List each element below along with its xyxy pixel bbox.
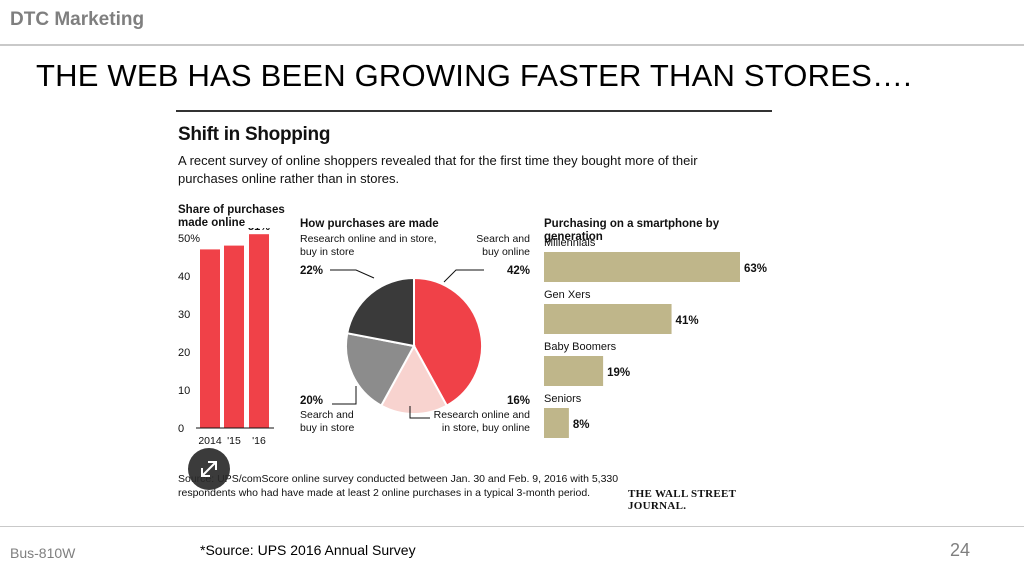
bar-16 bbox=[249, 234, 269, 428]
footer-divider bbox=[0, 526, 1024, 527]
source-note: Source: UPS/comScore online survey condu… bbox=[178, 473, 619, 499]
page-number: 24 bbox=[950, 540, 971, 560]
pie-slice-label: Research online and in store, buy in stor… bbox=[300, 234, 437, 258]
bar-chart-title: Share of purchases made online bbox=[178, 204, 285, 229]
leader-line bbox=[443, 269, 484, 283]
expand-icon bbox=[201, 461, 217, 477]
leader-line bbox=[330, 269, 375, 279]
slide-title: THE WEB HAS BEEN GROWING FASTER THAN STO… bbox=[36, 58, 912, 93]
y-tick-label: 50% bbox=[178, 233, 200, 245]
hbar-category-label: Millennials bbox=[544, 237, 596, 249]
hbar-seniors bbox=[544, 408, 569, 438]
infographic-title: Shift in Shopping bbox=[178, 124, 331, 145]
y-tick-label: 30 bbox=[178, 309, 190, 321]
pie-slice bbox=[346, 276, 415, 348]
hbar-data-label: 63% bbox=[744, 263, 767, 275]
purchase-method-pie-chart: Search and buy online 42% 16% Research onlin… bbox=[300, 234, 530, 434]
hbar-millennials bbox=[544, 252, 740, 282]
expand-image-button[interactable] bbox=[188, 448, 230, 490]
x-tick-label: 2014 bbox=[198, 435, 222, 447]
pie-chart-title: How purchases are made bbox=[300, 218, 439, 230]
footer-source: *Source: UPS 2016 Annual Survey bbox=[200, 542, 416, 558]
pie-slice-label: Search and buy in store bbox=[300, 409, 354, 434]
hbar-data-label: 41% bbox=[676, 315, 699, 327]
infographic: Shift in Shopping A recent survey of onl… bbox=[176, 110, 772, 512]
hbar-gen-xers bbox=[544, 304, 672, 334]
hbar-data-label: 19% bbox=[607, 367, 630, 379]
pie-slice-label: Research online and in store, buy online bbox=[434, 409, 530, 434]
x-tick-label: '16 bbox=[252, 435, 266, 447]
smartphone-generation-bar-chart: Millennials 63% Gen Xers 41% Baby Boomers 19%… bbox=[544, 237, 767, 438]
hbar-category-label: Baby Boomers bbox=[544, 341, 617, 353]
infographic-top-rule bbox=[176, 110, 772, 112]
pie-slice-label: Search and buy online bbox=[476, 234, 530, 258]
pie-value-label: 42% bbox=[507, 265, 530, 277]
pie-value-label: 20% bbox=[300, 395, 323, 407]
y-tick-label: 0 bbox=[178, 423, 184, 435]
header-bar: DTC Marketing bbox=[0, 0, 1024, 44]
y-tick-label: 10 bbox=[178, 385, 190, 397]
bar-data-label: 51% bbox=[248, 228, 270, 233]
y-tick-label: 40 bbox=[178, 271, 190, 283]
pie-slice bbox=[379, 343, 449, 415]
hbar-data-label: 8% bbox=[573, 419, 590, 431]
x-tick-label: '15 bbox=[227, 435, 241, 447]
publisher-logo: THE WALL STREET JOURNAL. bbox=[628, 488, 737, 512]
bar-15 bbox=[224, 245, 244, 428]
hbar-category-label: Gen Xers bbox=[544, 289, 591, 301]
hbar-chart-title: Purchasing on a smartphone by generation bbox=[544, 218, 720, 243]
header-divider bbox=[0, 44, 1024, 46]
pie-value-label: 16% bbox=[507, 395, 530, 407]
header-title: DTC Marketing bbox=[10, 9, 145, 30]
hbar-category-label: Seniors bbox=[544, 393, 582, 405]
hbar-baby-boomers bbox=[544, 356, 604, 386]
footer-course: Bus-810W bbox=[10, 545, 76, 561]
leader-line bbox=[409, 406, 430, 419]
share-online-bar-chart: 0 10 20 30 40 50% 2014 '15 '16 51% bbox=[178, 228, 274, 447]
bar-2014 bbox=[200, 249, 220, 428]
y-tick-label: 20 bbox=[178, 347, 190, 359]
pie-slice bbox=[413, 276, 483, 407]
leader-line bbox=[332, 386, 357, 405]
pie-value-label: 22% bbox=[300, 265, 323, 277]
infographic-subtitle: A recent survey of online shoppers revea… bbox=[178, 153, 698, 186]
pie-slice bbox=[345, 332, 416, 407]
